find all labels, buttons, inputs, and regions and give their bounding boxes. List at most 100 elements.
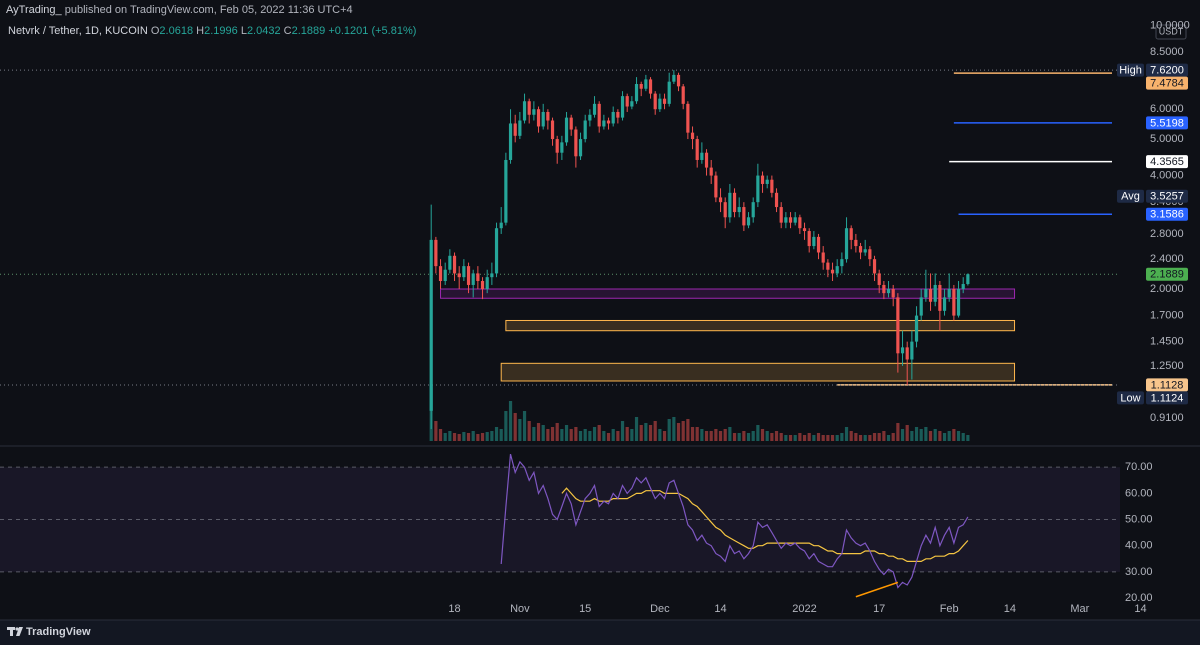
candle-body bbox=[536, 109, 541, 127]
logo-part bbox=[16, 627, 23, 636]
badge-name: Low bbox=[1120, 392, 1140, 404]
volume-bar bbox=[569, 429, 573, 441]
candle-body bbox=[765, 179, 769, 184]
volume-bar bbox=[457, 434, 461, 441]
candle-body bbox=[681, 86, 685, 104]
candle-body bbox=[793, 217, 797, 223]
price-badge-value: 1.1124 bbox=[1151, 392, 1184, 404]
divergence-line bbox=[855, 581, 899, 598]
candle-body bbox=[634, 83, 639, 102]
candle-body bbox=[830, 269, 835, 274]
volume-bar bbox=[541, 425, 545, 441]
candle-body bbox=[527, 101, 531, 115]
volume-bar bbox=[858, 435, 863, 441]
candle-body bbox=[914, 315, 919, 342]
candle-body bbox=[854, 239, 858, 247]
volume-bar bbox=[933, 429, 937, 441]
price-badge-value: 3.5257 bbox=[1150, 191, 1184, 203]
volume-bar bbox=[648, 425, 653, 441]
volume-bar bbox=[639, 425, 643, 441]
rsi-line bbox=[500, 453, 969, 589]
candle-body bbox=[429, 239, 433, 411]
candle-body bbox=[840, 259, 844, 267]
x-tick-label: 2022 bbox=[792, 603, 816, 615]
volume-bar bbox=[830, 435, 835, 441]
published-info: published on TradingView.com, Feb 05, 20… bbox=[65, 4, 353, 16]
currency-box bbox=[1155, 24, 1187, 40]
price-badge bbox=[1146, 155, 1188, 169]
price-badge-value: 5.5198 bbox=[1150, 117, 1184, 129]
volume-bar bbox=[886, 435, 891, 441]
volume-bar bbox=[779, 433, 783, 441]
candle-body bbox=[812, 236, 816, 247]
logo-part bbox=[10, 627, 13, 636]
candle-body bbox=[476, 273, 480, 282]
candle-body bbox=[434, 239, 438, 267]
volume-bar bbox=[784, 435, 788, 441]
y-tick-label: 8.5000 bbox=[1150, 46, 1184, 58]
candle-body bbox=[952, 288, 956, 316]
volume-bar bbox=[746, 433, 751, 441]
badge-name-box bbox=[1117, 63, 1144, 77]
volume-bar bbox=[928, 431, 933, 441]
volume-bar bbox=[798, 433, 802, 441]
ohlc-h-name: H bbox=[196, 25, 204, 37]
x-tick-label: Dec bbox=[650, 603, 670, 615]
volume-bar bbox=[863, 435, 867, 441]
volume-bar bbox=[564, 425, 569, 441]
volume-bar bbox=[480, 433, 485, 441]
zone bbox=[440, 288, 1016, 299]
volume-bar bbox=[620, 421, 625, 441]
candle-body bbox=[900, 347, 905, 354]
zone bbox=[500, 362, 1016, 382]
volume-bar bbox=[434, 421, 438, 441]
ohlc-o-name: O bbox=[151, 25, 160, 37]
currency: USDT bbox=[1159, 26, 1184, 36]
volume-bar bbox=[952, 429, 956, 441]
volume-bar bbox=[816, 433, 821, 441]
volume-bar bbox=[723, 429, 727, 441]
change: +0.1201 bbox=[328, 25, 368, 37]
volume-bar bbox=[826, 435, 830, 441]
volume-bar bbox=[695, 427, 699, 441]
symbol-title: Netvrk / Tether, 1D, KUCOIN bbox=[8, 25, 148, 37]
x-tick-label: Nov bbox=[510, 603, 530, 615]
candle-body bbox=[494, 228, 499, 274]
ohlc-c-name: C bbox=[284, 25, 292, 37]
candle-body bbox=[644, 79, 648, 89]
candle-body bbox=[746, 217, 751, 226]
volume-bar bbox=[938, 431, 942, 441]
ohlc-h-value: 2.1996 bbox=[204, 25, 238, 37]
y-tick-label: 10.0000 bbox=[1150, 20, 1190, 32]
y-tick-label: 2.4000 bbox=[1150, 253, 1184, 265]
volume-bar bbox=[602, 431, 606, 441]
volume-bar bbox=[560, 429, 564, 441]
rsi-tick-label: 60.00 bbox=[1125, 487, 1153, 499]
candle-body bbox=[877, 273, 881, 285]
volume-bar bbox=[476, 434, 480, 441]
price-badge bbox=[1146, 189, 1188, 203]
volume-bar bbox=[592, 427, 597, 441]
y-tick-label: 1.2500 bbox=[1150, 360, 1184, 372]
volume-bar bbox=[662, 431, 667, 441]
volume-bar bbox=[872, 433, 877, 441]
price-badge-value: 7.4784 bbox=[1150, 78, 1184, 90]
candle-body bbox=[672, 74, 676, 82]
volume-bar bbox=[536, 423, 541, 441]
x-tick-label: 14 bbox=[1134, 603, 1146, 615]
candle-body bbox=[606, 120, 611, 124]
x-tick-label: Mar bbox=[1070, 603, 1089, 615]
volume-bar bbox=[574, 427, 578, 441]
volume-bar bbox=[513, 413, 517, 441]
price-badge bbox=[1146, 116, 1188, 130]
candle-body bbox=[490, 273, 494, 278]
candle-body bbox=[690, 132, 695, 140]
candle-body bbox=[858, 246, 863, 253]
volume-bar bbox=[471, 431, 475, 441]
rsi-ma-line bbox=[561, 487, 969, 562]
candle-body bbox=[826, 262, 830, 270]
candle-body bbox=[942, 297, 947, 311]
candle-body bbox=[751, 202, 755, 218]
volume-bar bbox=[546, 429, 550, 441]
